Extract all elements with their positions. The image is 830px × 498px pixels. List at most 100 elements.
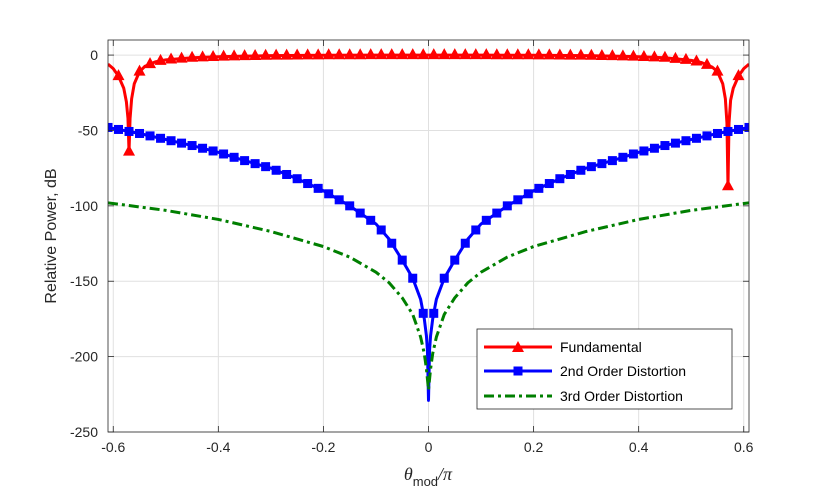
marker-second-order <box>450 255 460 265</box>
marker-second-order <box>618 152 628 162</box>
marker-fundamental <box>732 69 745 81</box>
marker-second-order <box>733 124 743 134</box>
marker-fundamental <box>721 179 734 191</box>
marker-second-order <box>544 179 554 189</box>
marker-fundamental <box>711 64 724 76</box>
x-tick-label: 0.4 <box>629 439 649 455</box>
y-tick-label: -200 <box>70 349 98 365</box>
marker-second-order <box>240 156 250 166</box>
series-line-third-order <box>108 201 749 392</box>
marker-fundamental <box>532 48 545 60</box>
marker-fundamental <box>175 51 188 63</box>
marker-second-order <box>219 149 229 159</box>
marker-second-order <box>303 179 313 189</box>
marker-second-order <box>418 308 428 318</box>
marker-second-order <box>135 128 145 138</box>
y-tick-label: -150 <box>70 273 98 289</box>
marker-second-order <box>387 238 397 248</box>
marker-second-order <box>429 308 439 318</box>
marker-second-order <box>471 225 481 235</box>
marker-second-order <box>229 152 239 162</box>
marker-second-order <box>397 255 407 265</box>
marker-fundamental <box>480 48 493 60</box>
marker-fundamental <box>291 48 304 60</box>
marker-second-order <box>723 126 733 136</box>
legend-label-fundamental: Fundamental <box>560 339 642 355</box>
x-tick-label: 0.2 <box>524 439 544 455</box>
marker-second-order <box>145 131 155 141</box>
marker-fundamental <box>207 49 220 61</box>
marker-fundamental <box>448 48 461 60</box>
marker-second-order <box>355 208 365 218</box>
marker-fundamental <box>469 48 482 60</box>
marker-second-order <box>166 136 176 146</box>
marker-fundamental <box>490 48 503 60</box>
marker-fundamental <box>648 50 661 62</box>
marker-fundamental <box>669 51 682 63</box>
marker-fundamental <box>196 50 209 62</box>
marker-second-order <box>250 159 260 169</box>
x-tick-label: -0.4 <box>206 439 230 455</box>
x-tick-label: 0.6 <box>734 439 754 455</box>
marker-second-order <box>702 131 712 141</box>
legend-marker-square <box>513 366 523 376</box>
marker-second-order <box>156 133 166 143</box>
marker-fundamental <box>438 48 451 60</box>
y-tick-label: -250 <box>70 424 98 440</box>
marker-second-order <box>313 183 323 193</box>
marker-fundamental <box>228 49 241 61</box>
y-tick-label: -100 <box>70 198 98 214</box>
marker-second-order <box>681 136 691 146</box>
x-tick-labels: -0.6 -0.4 -0.2 0 0.2 0.4 0.6 <box>101 439 753 455</box>
marker-second-order <box>523 189 533 199</box>
x-axis-label: θmod/π <box>404 464 453 489</box>
x-tick-label: -0.2 <box>311 439 335 455</box>
marker-second-order <box>261 162 271 172</box>
marker-second-order <box>691 133 701 143</box>
axis-ticks <box>108 40 749 433</box>
marker-second-order <box>324 189 334 199</box>
marker-second-order <box>513 195 523 205</box>
marker-second-order <box>628 149 638 159</box>
marker-fundamental <box>564 48 577 60</box>
marker-fundamental <box>217 49 230 61</box>
marker-fundamental <box>616 49 629 61</box>
marker-fundamental <box>522 48 535 60</box>
marker-second-order <box>492 208 502 218</box>
marker-fundamental <box>501 48 514 60</box>
marker-fundamental <box>301 48 314 60</box>
marker-fundamental <box>396 48 409 60</box>
marker-second-order <box>744 122 749 132</box>
marker-fundamental <box>427 48 440 60</box>
marker-fundamental <box>312 48 325 60</box>
y-tick-label: -50 <box>78 122 98 138</box>
legend: Fundamental 2nd Order Distortion 3rd Ord… <box>476 328 733 410</box>
marker-fundamental <box>322 48 335 60</box>
marker-fundamental <box>249 48 262 60</box>
marker-fundamental <box>186 50 199 62</box>
marker-second-order <box>712 128 722 138</box>
marker-fundamental <box>637 49 650 61</box>
marker-second-order <box>460 238 470 248</box>
legend-label-third-order: 3rd Order Distortion <box>560 388 683 404</box>
marker-fundamental <box>585 48 598 60</box>
marker-second-order <box>481 215 491 225</box>
marker-fundamental <box>574 48 587 60</box>
x-axis-label-symbol: θ <box>404 464 413 484</box>
series-markers <box>108 48 749 318</box>
marker-second-order <box>576 165 586 175</box>
marker-fundamental <box>343 48 356 60</box>
marker-second-order <box>292 174 302 184</box>
marker-second-order <box>649 143 659 153</box>
marker-second-order <box>334 195 344 205</box>
marker-second-order <box>534 183 544 193</box>
marker-fundamental <box>144 57 157 69</box>
marker-fundamental <box>459 48 472 60</box>
marker-second-order <box>124 126 134 136</box>
marker-fundamental <box>354 48 367 60</box>
legend-label-second-order: 2nd Order Distortion <box>560 363 686 379</box>
marker-fundamental <box>627 49 640 61</box>
x-tick-label: -0.6 <box>101 439 125 455</box>
marker-second-order <box>376 225 386 235</box>
